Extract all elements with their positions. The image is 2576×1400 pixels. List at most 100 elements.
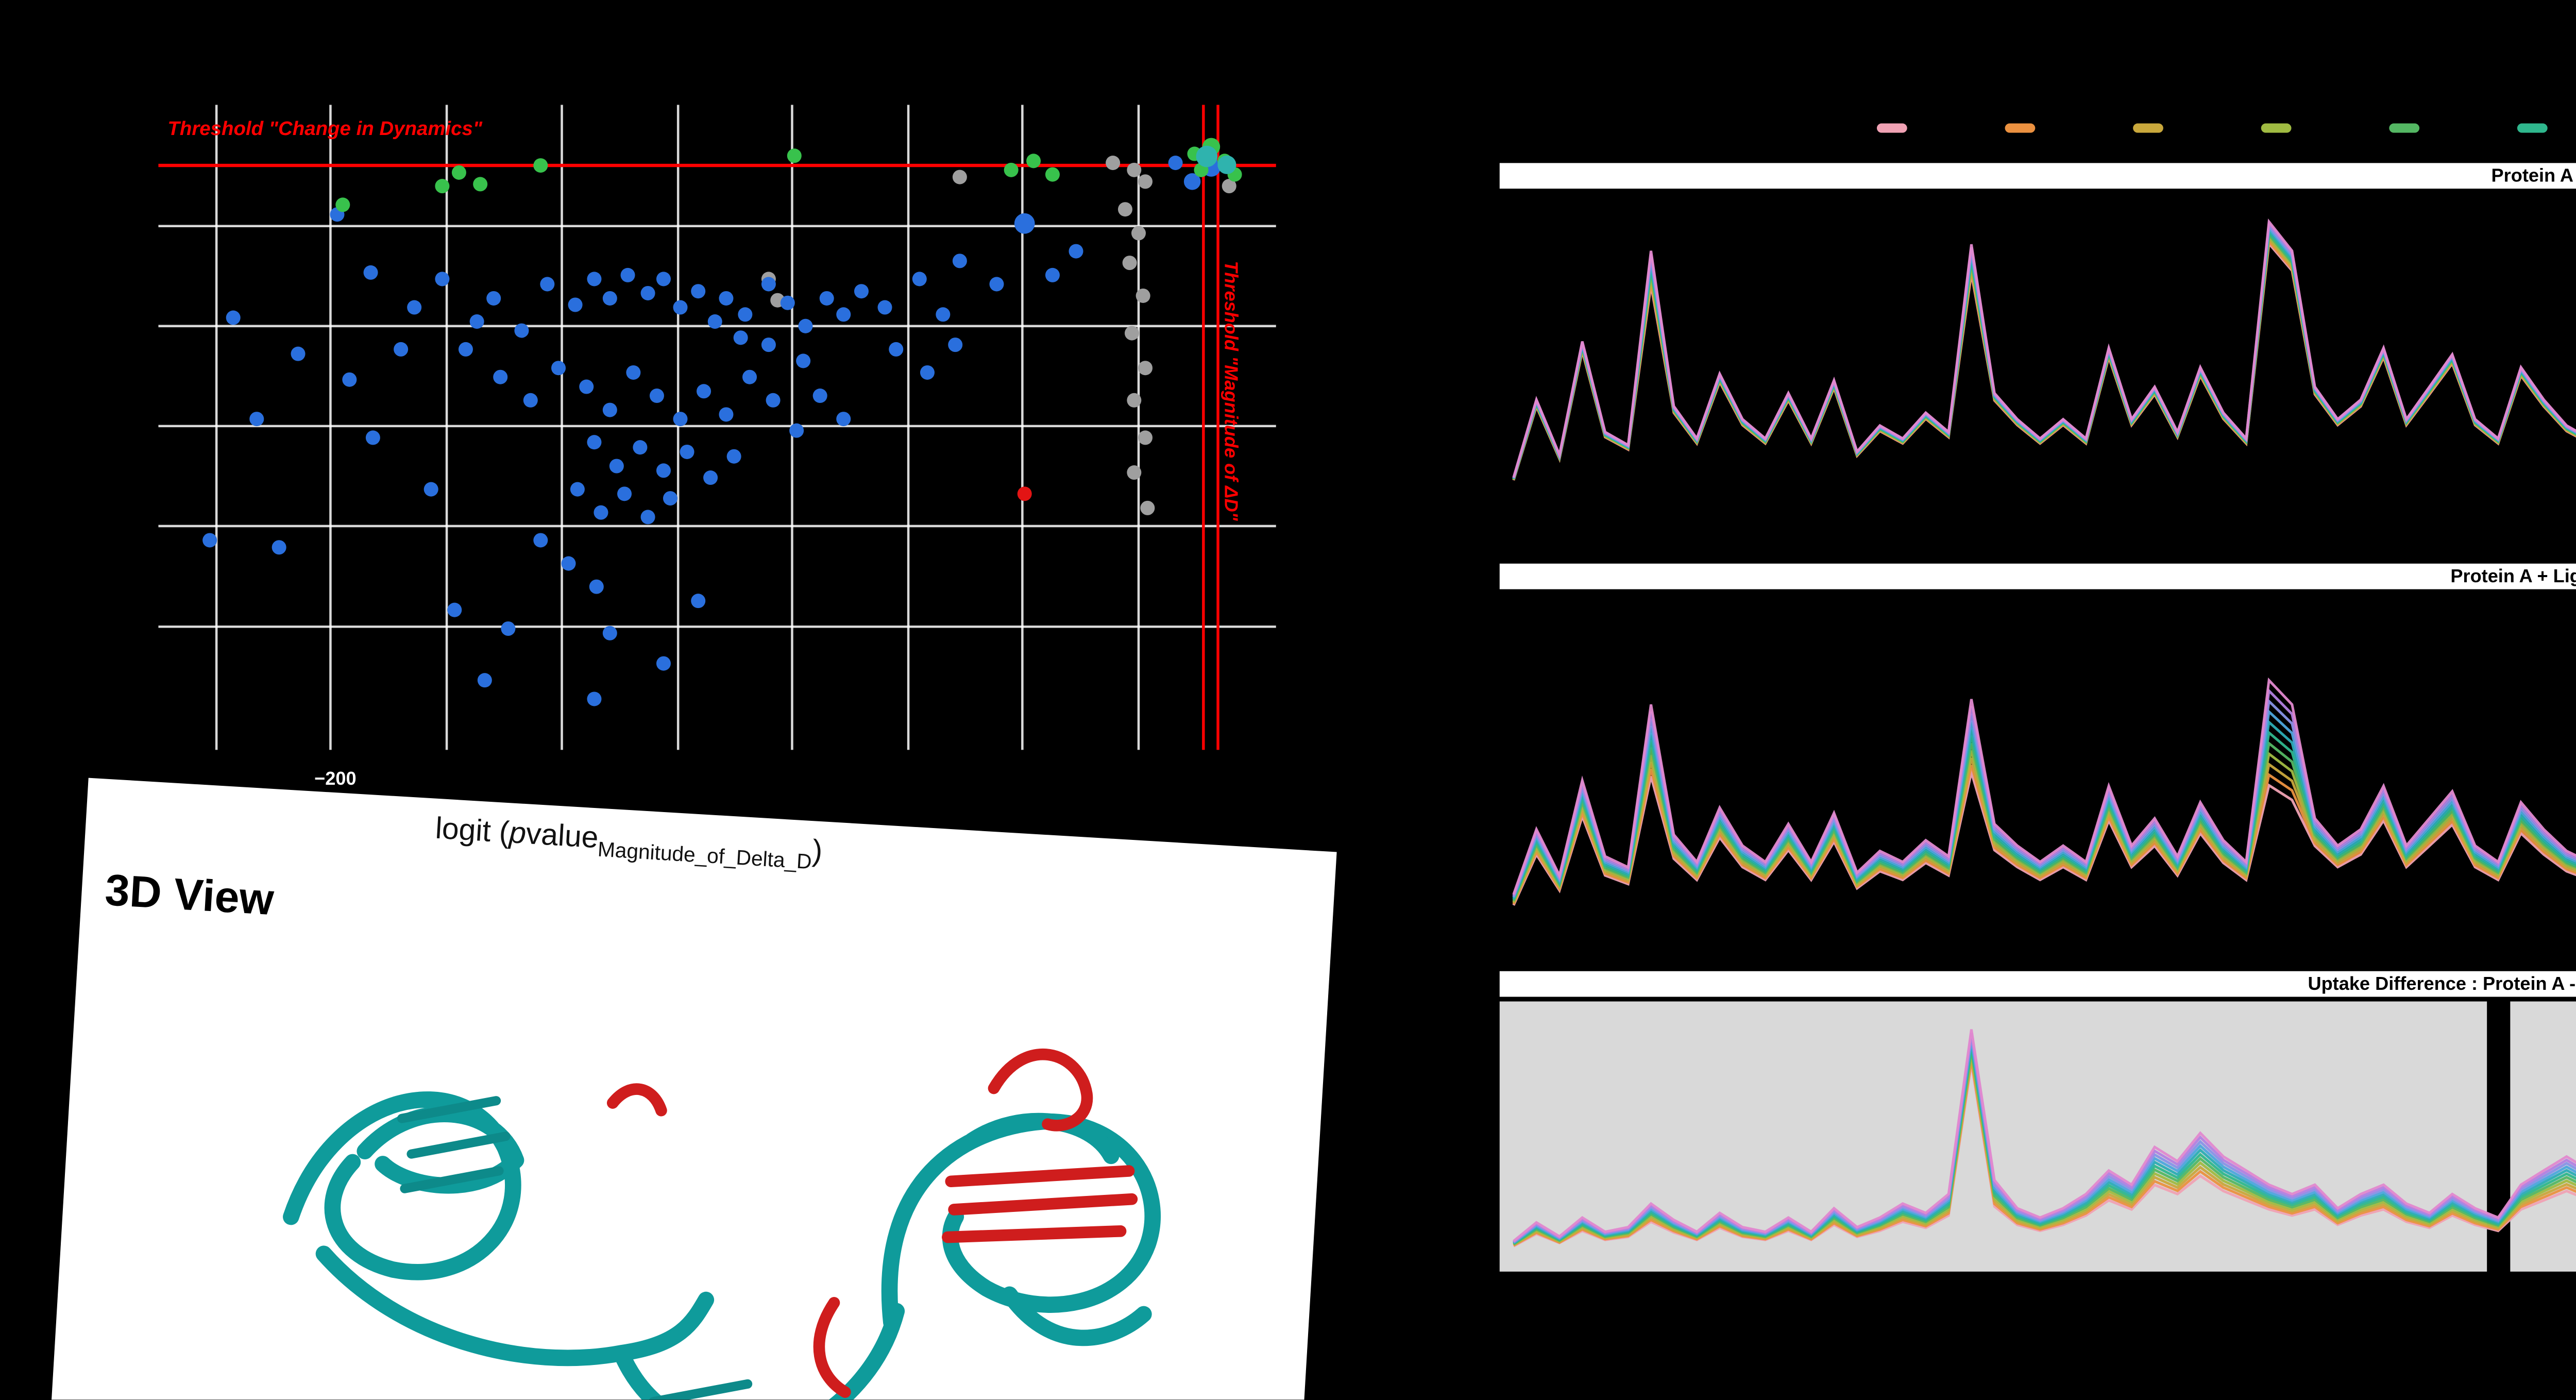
volcano-canvas[interactable]: [158, 105, 1276, 750]
scatter-point-blue[interactable]: [780, 295, 795, 310]
scatter-point-green[interactable]: [1045, 167, 1060, 182]
series-line-4[interactable]: [1512, 231, 2576, 480]
scatter-point-blue[interactable]: [589, 579, 604, 594]
scatter-point-blue[interactable]: [617, 486, 632, 501]
scatter-point-teal[interactable]: [1217, 155, 1236, 174]
scatter-point-blue[interactable]: [570, 482, 585, 497]
scatter-point-green[interactable]: [335, 197, 350, 212]
series-line-5[interactable]: [1512, 229, 2576, 479]
scatter-point-blue[interactable]: [719, 291, 734, 306]
scatter-point-blue[interactable]: [656, 463, 671, 478]
scatter-point-blue[interactable]: [594, 505, 608, 520]
scatter-point-blue[interactable]: [640, 285, 655, 300]
scatter-point-blue[interactable]: [1045, 267, 1060, 282]
scatter-point-blue[interactable]: [493, 369, 508, 384]
scatter-point-blue[interactable]: [1014, 213, 1035, 234]
legend-swatch-0[interactable]: [1876, 124, 1907, 132]
scatter-point-blue[interactable]: [798, 318, 813, 333]
scatter-point-blue[interactable]: [719, 407, 734, 422]
legend-swatch-2[interactable]: [2133, 124, 2163, 132]
scatter-point-green[interactable]: [473, 177, 488, 192]
scatter-point-blue[interactable]: [673, 300, 688, 315]
scatter-point-blue[interactable]: [477, 673, 492, 688]
scatter-point-gray[interactable]: [1127, 393, 1142, 408]
legend-swatch-5[interactable]: [2517, 124, 2548, 132]
scatter-point-blue[interactable]: [656, 656, 671, 671]
scatter-point-red[interactable]: [1017, 486, 1032, 501]
scatter-point-blue[interactable]: [620, 267, 635, 282]
scatter-point-blue[interactable]: [501, 621, 516, 636]
scatter-point-blue[interactable]: [394, 342, 409, 357]
protein_a_ligand-canvas[interactable]: [1500, 594, 2576, 960]
scatter-point-blue[interactable]: [680, 444, 694, 459]
series-line-0[interactable]: [1512, 240, 2576, 481]
scatter-point-blue[interactable]: [249, 412, 264, 427]
scatter-point-green[interactable]: [1004, 162, 1019, 177]
scatter-point-blue[interactable]: [533, 533, 548, 548]
protein-structure[interactable]: [111, 917, 1239, 1400]
series-line-6[interactable]: [1512, 227, 2576, 479]
scatter-point-gray[interactable]: [1127, 162, 1142, 177]
scatter-point-blue[interactable]: [363, 265, 378, 280]
scatter-point-blue[interactable]: [514, 323, 529, 338]
scatter-point-gray[interactable]: [1138, 430, 1153, 445]
scatter-point-gray[interactable]: [952, 170, 967, 184]
scatter-point-blue[interactable]: [1069, 244, 1083, 259]
scatter-point-blue[interactable]: [726, 449, 741, 464]
series-line-2[interactable]: [1512, 236, 2576, 480]
scatter-point-blue[interactable]: [1168, 156, 1183, 171]
scatter-point-gray[interactable]: [1138, 174, 1153, 189]
series-line-8[interactable]: [1513, 1036, 2576, 1243]
scatter-point-blue[interactable]: [952, 254, 967, 268]
scatter-point-blue[interactable]: [587, 691, 602, 706]
scatter-point-green[interactable]: [451, 165, 466, 180]
scatter-point-blue[interactable]: [742, 369, 757, 384]
scatter-point-blue[interactable]: [458, 342, 473, 357]
legend-swatch-4[interactable]: [2389, 124, 2420, 132]
scatter-point-blue[interactable]: [691, 594, 706, 609]
scatter-point-blue[interactable]: [202, 533, 217, 548]
uptake_difference-canvas[interactable]: [1500, 1002, 2576, 1272]
scatter-point-blue[interactable]: [766, 393, 781, 408]
scatter-point-blue[interactable]: [649, 389, 664, 403]
scatter-point-blue[interactable]: [579, 379, 594, 394]
protein_a-canvas[interactable]: [1500, 193, 2576, 552]
scatter-point-blue[interactable]: [761, 277, 776, 292]
legend-swatch-3[interactable]: [2261, 124, 2292, 132]
scatter-point-blue[interactable]: [609, 459, 624, 474]
scatter-point-green[interactable]: [1026, 154, 1041, 168]
scatter-point-blue[interactable]: [602, 291, 617, 306]
scatter-point-blue[interactable]: [435, 272, 450, 286]
scatter-point-blue[interactable]: [523, 393, 538, 408]
scatter-point-blue[interactable]: [561, 556, 576, 571]
scatter-point-gray[interactable]: [1136, 288, 1150, 303]
series-line-1[interactable]: [1512, 238, 2576, 481]
scatter-point-blue[interactable]: [877, 300, 892, 315]
series-line-10[interactable]: [1512, 677, 2576, 895]
scatter-point-blue[interactable]: [733, 330, 748, 345]
scatter-point-blue[interactable]: [912, 272, 927, 286]
scatter-point-blue[interactable]: [587, 435, 602, 450]
volcano-plot[interactable]: [158, 105, 1276, 750]
scatter-point-blue[interactable]: [819, 291, 834, 306]
scatter-point-gray[interactable]: [1131, 226, 1146, 241]
scatter-point-blue[interactable]: [365, 430, 380, 445]
scatter-point-blue[interactable]: [989, 277, 1004, 292]
scatter-point-blue[interactable]: [540, 277, 555, 292]
scatter-point-blue[interactable]: [633, 440, 648, 455]
scatter-point-blue[interactable]: [836, 412, 851, 427]
scatter-point-blue[interactable]: [486, 291, 501, 306]
scatter-point-blue[interactable]: [796, 353, 811, 368]
scatter-point-blue[interactable]: [738, 307, 753, 322]
scatter-point-gray[interactable]: [1124, 326, 1139, 341]
scatter-point-green[interactable]: [787, 148, 802, 163]
scatter-point-green[interactable]: [435, 179, 450, 194]
scatter-point-blue[interactable]: [920, 365, 935, 380]
scatter-point-blue[interactable]: [568, 297, 583, 312]
scatter-point-blue[interactable]: [812, 389, 827, 403]
scatter-point-blue[interactable]: [936, 307, 951, 322]
scatter-point-gray[interactable]: [1222, 179, 1236, 194]
scatter-point-blue[interactable]: [697, 384, 711, 399]
scatter-point-gray[interactable]: [1117, 202, 1132, 217]
scatter-point-gray[interactable]: [1106, 156, 1121, 171]
